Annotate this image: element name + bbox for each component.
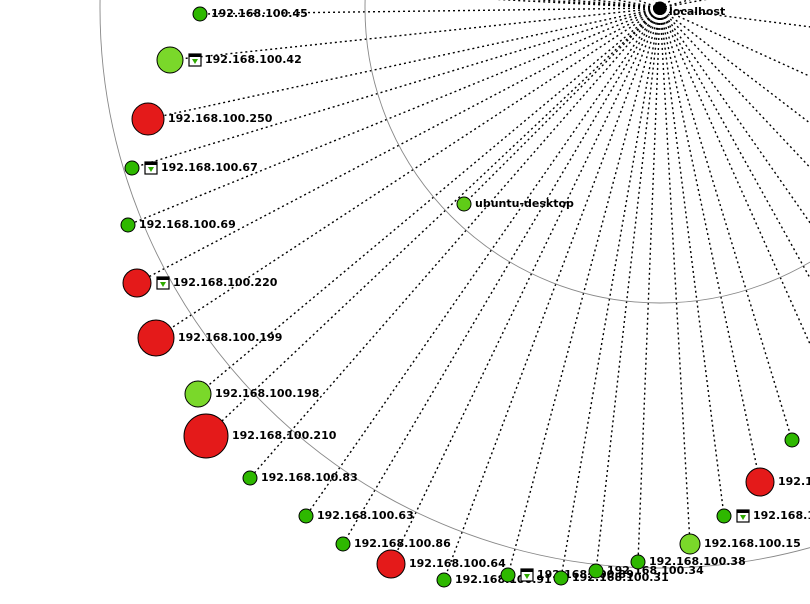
node-label: 192.168.100.67 [161, 161, 258, 174]
node-label: 192.168.100.69 [139, 218, 236, 231]
host-icon-bar [521, 569, 533, 572]
outer-node[interactable]: 192.168.100.69 [121, 218, 236, 232]
node-label: 192.168.100.83 [261, 471, 358, 484]
edge [306, 8, 660, 516]
node-label: 192.1 [778, 475, 810, 488]
node-label: 192.168.100 [753, 509, 810, 522]
edge [340, 0, 660, 8]
node-circle [785, 433, 799, 447]
node-label: 192.168.100.210 [232, 429, 337, 442]
outer-node[interactable]: 192.168.100 [717, 509, 810, 523]
outer-node[interactable]: 192.168.100.67 [125, 161, 258, 175]
node-circle [138, 320, 174, 356]
outer-node[interactable]: 192.168.100.86 [336, 537, 451, 551]
edge [132, 8, 660, 168]
edge [250, 8, 660, 478]
node-label: ubuntu-desktop [475, 197, 574, 210]
node-circle [125, 161, 139, 175]
node-label: 192.168.100.45 [211, 7, 308, 20]
node-circle [121, 218, 135, 232]
node-circle [123, 269, 151, 297]
node-circle [654, 2, 666, 14]
node-label: 192.168.100.15 [704, 537, 801, 550]
node-circle [589, 564, 603, 578]
edge [660, 8, 810, 150]
outer-node[interactable]: 192.168.100.250 [132, 103, 273, 135]
outer-node[interactable]: 192.168.100.210 [184, 414, 337, 458]
node-label: localhost [669, 5, 725, 18]
outer-node[interactable]: 192.168.100.45 [193, 7, 308, 21]
node-circle [631, 555, 645, 569]
outer-node[interactable]: 192.168.100.220 [123, 269, 278, 297]
edges-layer [128, 0, 810, 580]
edge [206, 8, 660, 436]
node-circle [501, 568, 515, 582]
outer-node[interactable]: 192.1 [746, 468, 810, 496]
network-topology-diagram: localhost ubuntu-desktop 192.168.100.45 192… [0, 0, 810, 604]
node-circle [457, 197, 471, 211]
outer-node[interactable]: 192.168.100.42 [157, 47, 302, 73]
outer-node[interactable] [785, 433, 799, 447]
mid-node[interactable]: ubuntu-desktop [457, 197, 574, 211]
nodes-layer: localhost ubuntu-desktop 192.168.100.45 192… [121, 2, 810, 587]
node-label: 192.168.100.250 [168, 112, 273, 125]
outer-node[interactable]: 192.168.100.63 [299, 509, 414, 523]
host-icon-bar [189, 54, 201, 57]
node-label: 192.168.100.198 [215, 387, 319, 400]
node-label: 192.168.100.63 [317, 509, 414, 522]
node-circle [157, 47, 183, 73]
node-circle [132, 103, 164, 135]
host-icon-bar [737, 510, 749, 513]
node-label: 192.168.100.86 [354, 537, 451, 550]
host-icon-bar [157, 277, 169, 280]
node-circle [336, 537, 350, 551]
edge [130, 0, 660, 8]
node-label: 192.168.100.38 [649, 555, 746, 568]
node-circle [299, 509, 313, 523]
node-label: 192.168.100.220 [173, 276, 278, 289]
edge [464, 8, 660, 204]
edge [343, 8, 660, 544]
node-circle [377, 550, 405, 578]
node-label: 192.168.100.42 [205, 53, 302, 66]
outer-node[interactable]: 192.168.100.38 [631, 555, 746, 569]
outer-node[interactable]: 192.168.100.15 [680, 534, 801, 554]
node-circle [554, 571, 568, 585]
edge [638, 8, 660, 562]
node-circle [193, 7, 207, 21]
outer-node[interactable]: 192.168.100.199 [138, 320, 282, 356]
node-circle [437, 573, 451, 587]
edge [660, 8, 810, 210]
node-label: 192.168.100.64 [409, 557, 506, 570]
node-circle [746, 468, 774, 496]
node-circle [184, 414, 228, 458]
host-icon-bar [145, 162, 157, 165]
edge [660, 8, 690, 544]
edge [660, 8, 792, 440]
center-node-localhost[interactable]: localhost [654, 2, 725, 18]
edge [561, 8, 660, 578]
edge [391, 8, 660, 564]
edge [444, 8, 660, 580]
edge [508, 8, 660, 575]
outer-node[interactable]: 192.168.100.91 [437, 573, 552, 587]
node-label: 192.168.100.199 [178, 331, 282, 344]
edge [660, 8, 724, 516]
node-circle [717, 509, 731, 523]
outer-node[interactable]: 192.168.100.83 [243, 471, 358, 485]
node-circle [680, 534, 700, 554]
node-circle [185, 381, 211, 407]
node-circle [243, 471, 257, 485]
outer-node[interactable]: 192.168.100.198 [185, 381, 319, 407]
